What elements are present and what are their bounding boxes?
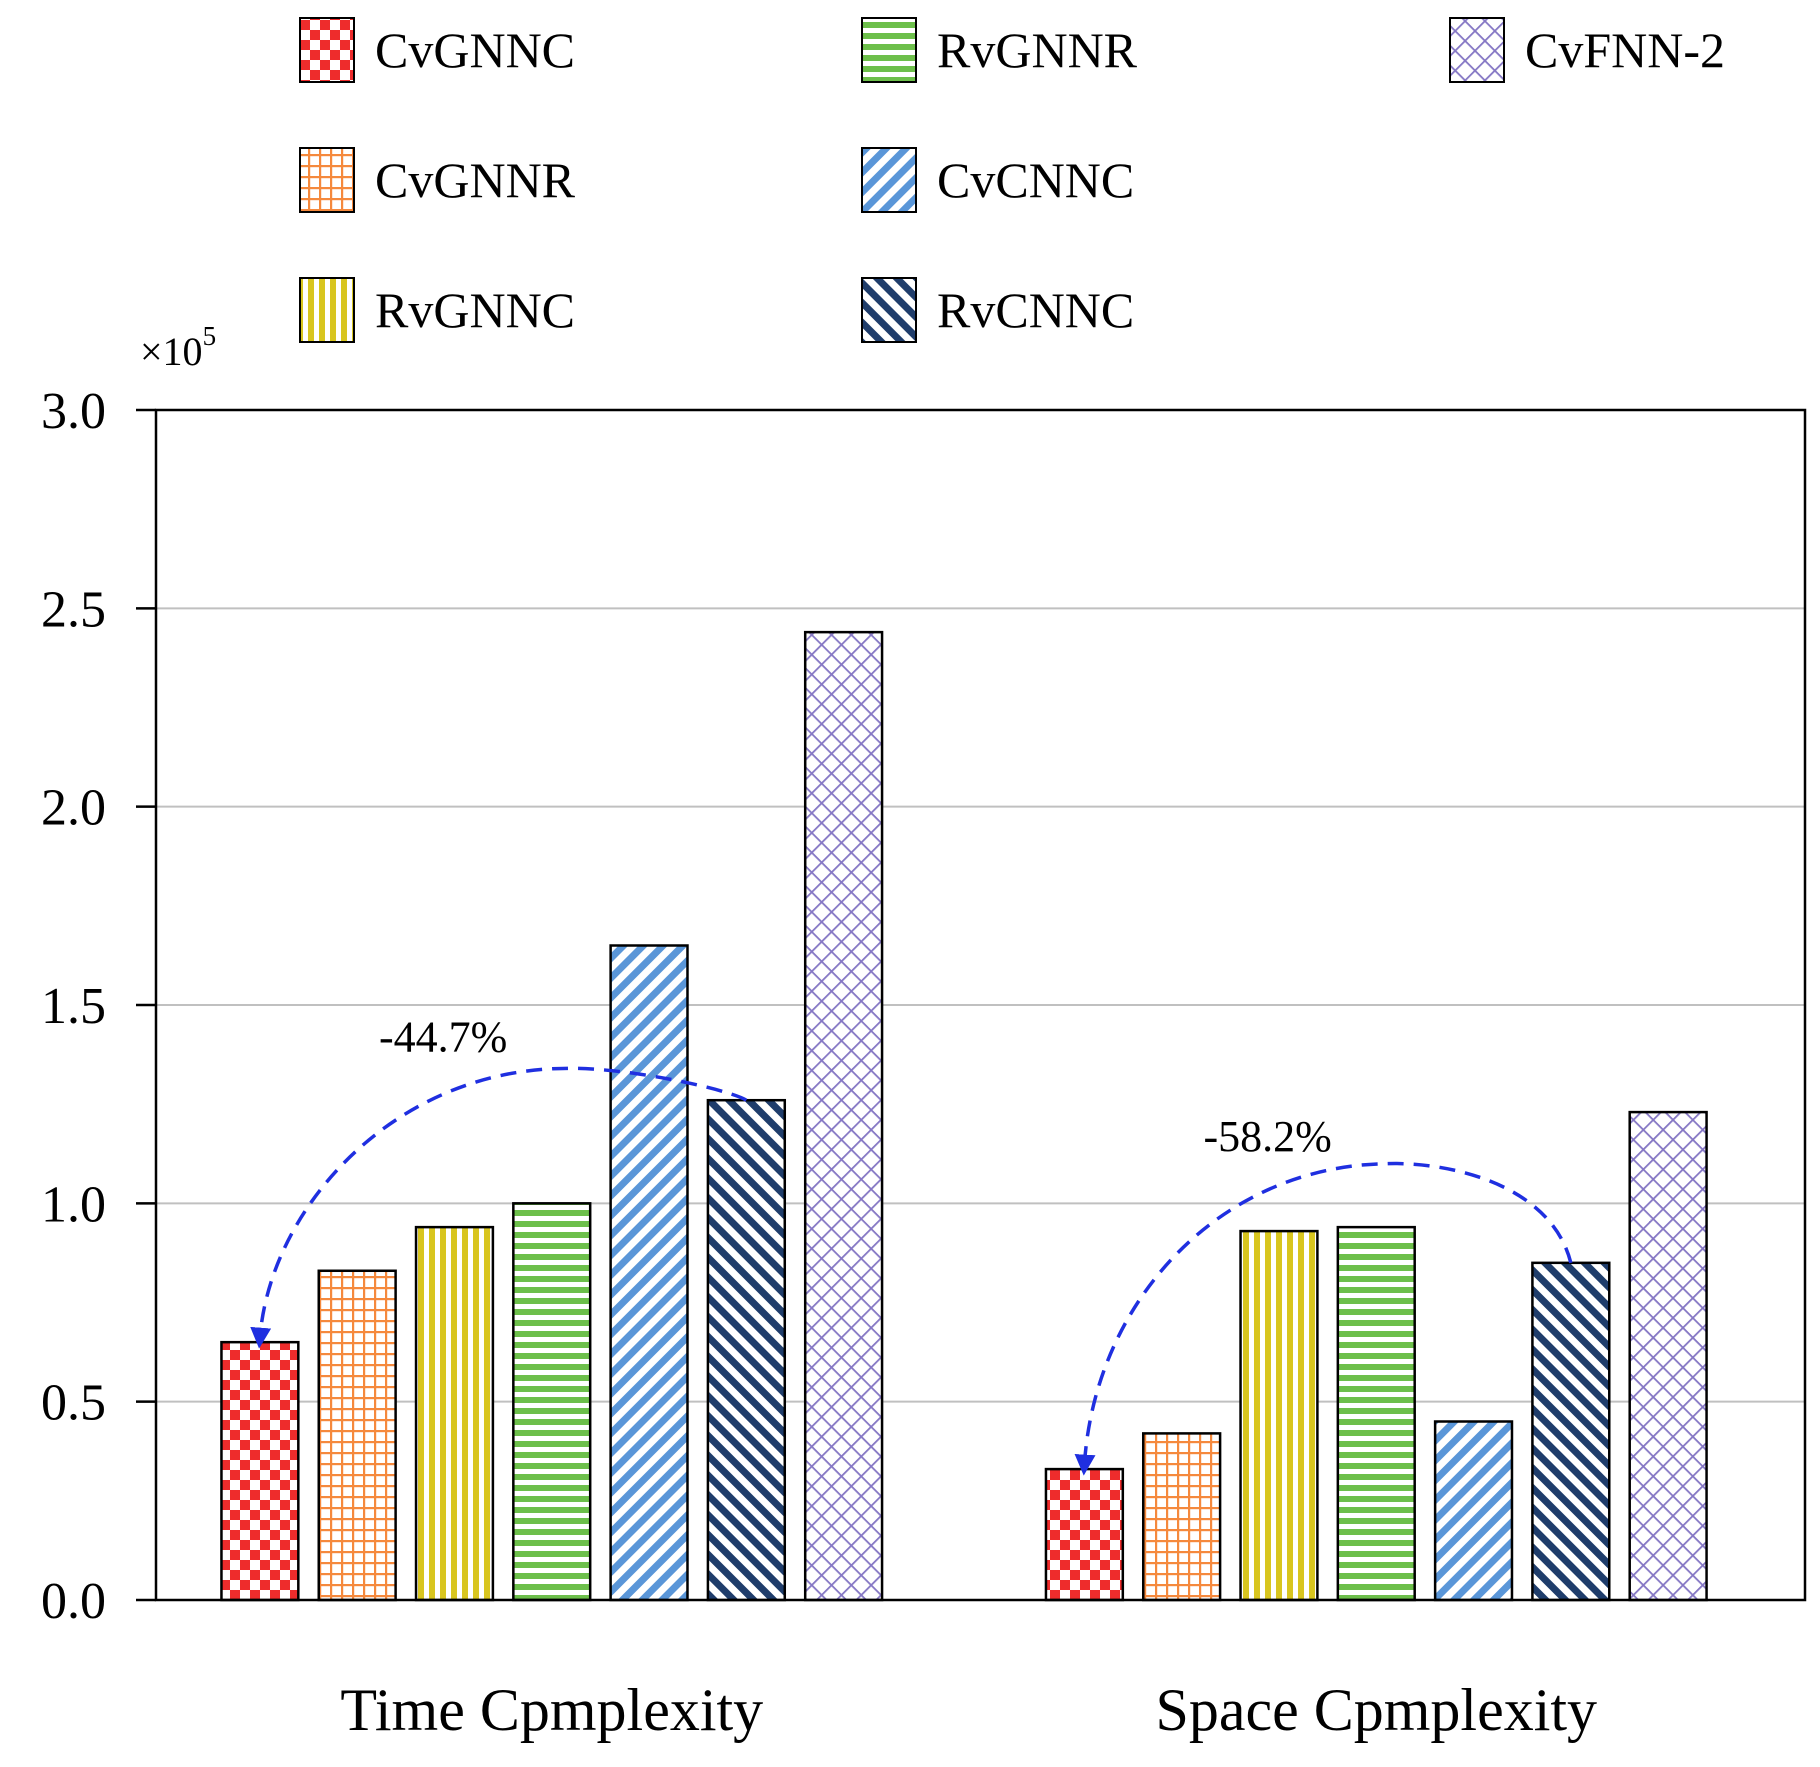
- legend-swatch: [1449, 17, 1505, 83]
- legend-label: CvGNNC: [375, 22, 575, 78]
- y-tick-label: 0.0: [41, 1573, 106, 1630]
- legend-swatch: [299, 17, 355, 83]
- legend-swatch: [299, 277, 355, 343]
- y-multiplier: ×105: [140, 321, 216, 374]
- legend-label: CvCNNC: [937, 152, 1134, 208]
- bar-rvgnnc-space-cpmplexity: [1239, 1229, 1319, 1602]
- bar-rvgnnc-time-cpmplexity: [414, 1225, 495, 1602]
- bar-cvfnn-2-time-cpmplexity: [803, 630, 884, 1602]
- legend-item-cvgnnc: CvGNNC: [299, 17, 575, 83]
- legend-item-rvgnnr: RvGNNR: [861, 17, 1138, 83]
- bar-cvgnnc-time-cpmplexity: [220, 1340, 300, 1602]
- annotation-arrow: [250, 1066, 748, 1349]
- bar-cvcnnc-space-cpmplexity: [1433, 1420, 1514, 1602]
- gridlines: [156, 607, 1805, 1403]
- y-tick-label: 1.0: [41, 1176, 106, 1233]
- y-tick-label: 2.5: [41, 581, 106, 638]
- legend-label: RvGNNR: [937, 22, 1138, 78]
- y-tick-label: 3.0: [41, 383, 106, 440]
- legend-label: CvGNNR: [375, 152, 576, 208]
- annotation-label: -58.2%: [1203, 1112, 1331, 1161]
- y-tick-label: 2.0: [41, 780, 106, 837]
- legend-label: RvGNNC: [375, 282, 575, 338]
- legend-label: RvCNNC: [937, 282, 1134, 338]
- x-category-label: Space Cpmplexity: [1155, 1677, 1597, 1743]
- bar-rvcnnc-space-cpmplexity: [1531, 1261, 1611, 1602]
- x-category-label: Time Cpmplexity: [340, 1677, 763, 1743]
- legend-label: CvFNN-2: [1525, 22, 1725, 78]
- annotations: -44.7% -58.2%: [250, 1013, 1573, 1476]
- annotation-arrow: [1074, 1161, 1573, 1476]
- plot-frame: [154, 408, 1807, 1602]
- bar-cvfnn-2-space-cpmplexity: [1628, 1110, 1708, 1602]
- y-tick-label: 0.5: [41, 1375, 106, 1432]
- bars: [220, 630, 1708, 1602]
- y-multiplier-exponent: 5: [203, 321, 217, 351]
- bar-rvcnnc-time-cpmplexity: [706, 1098, 787, 1602]
- legend-item-rvgnnc: RvGNNC: [299, 277, 575, 343]
- y-multiplier-base: ×10: [140, 329, 203, 374]
- annotation-label: -44.7%: [379, 1013, 507, 1062]
- bar-rvgnnr-time-cpmplexity: [512, 1202, 592, 1602]
- legend-item-cvcnnc: CvCNNC: [861, 147, 1134, 213]
- legend-swatch: [861, 277, 917, 343]
- bar-cvgnnr-time-cpmplexity: [317, 1269, 397, 1602]
- y-axis: 0.0 0.5 1.0 1.5 2.0 2.5 3.0: [41, 383, 156, 1630]
- bar-cvcnnc-time-cpmplexity: [609, 944, 689, 1602]
- bar-rvgnnr-space-cpmplexity: [1336, 1225, 1416, 1602]
- legend-swatch: [861, 17, 917, 83]
- legend-item-rvcnnc: RvCNNC: [861, 277, 1134, 343]
- y-tick-label: 1.5: [41, 978, 106, 1035]
- legend-item-cvfnn-2: CvFNN-2: [1449, 17, 1725, 83]
- legend-swatch: [861, 147, 917, 213]
- x-axis: Time Cpmplexity Space Cpmplexity: [340, 1677, 1597, 1743]
- bar-cvgnnc-space-cpmplexity: [1044, 1467, 1125, 1602]
- bar-cvgnnr-space-cpmplexity: [1141, 1432, 1222, 1602]
- legend: CvGNNC CvGNNR RvGNNC RvGNNR CvCNNC RvCNNC CvFN…: [299, 17, 1725, 343]
- legend-swatch: [299, 147, 355, 213]
- legend-item-cvgnnr: CvGNNR: [299, 147, 576, 213]
